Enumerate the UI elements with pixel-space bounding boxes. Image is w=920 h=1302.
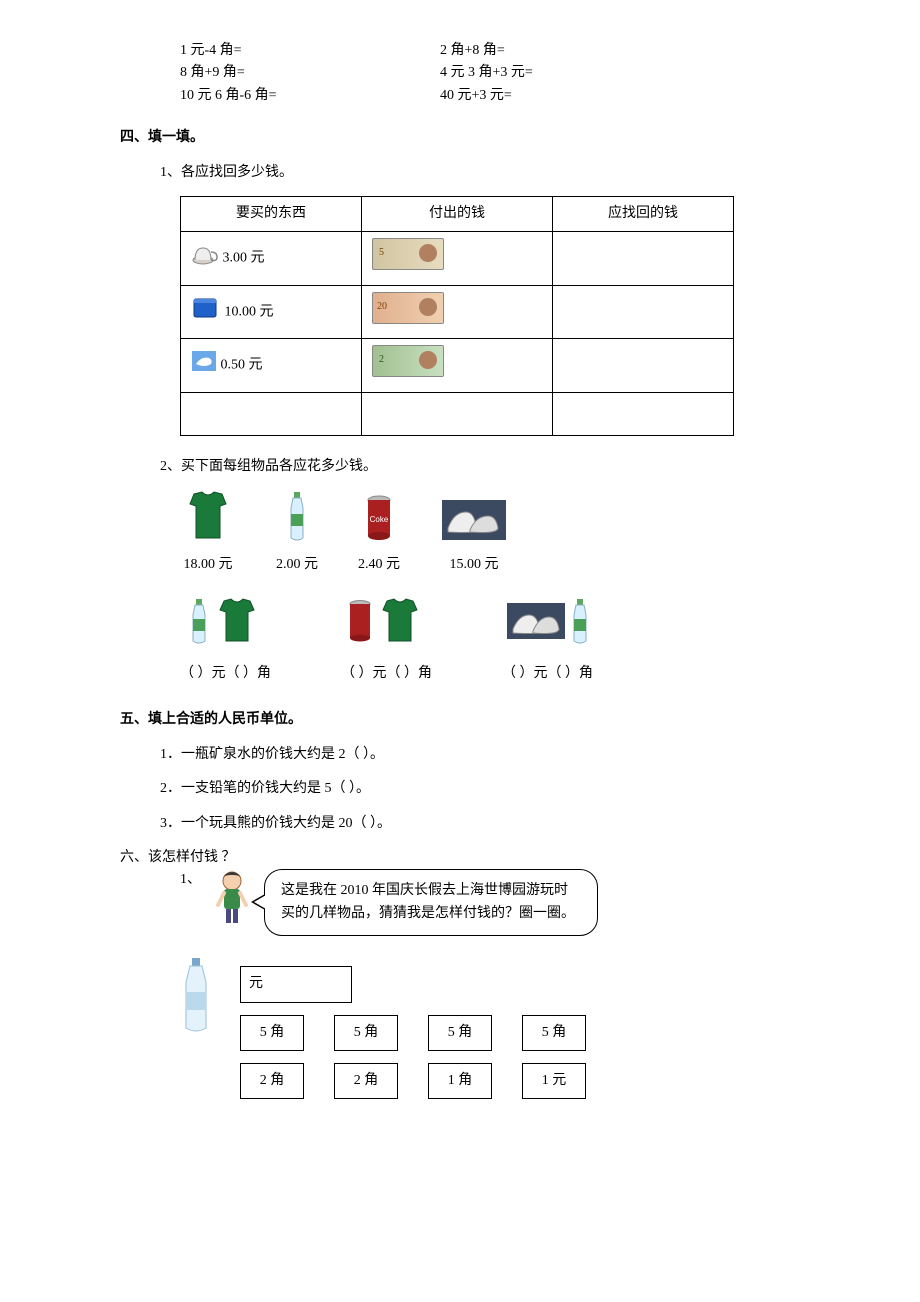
money-row: 元 [240,966,800,1002]
money-box: 5 角 [428,1015,492,1051]
q4-2-prompt: 2、买下面每组物品各应花多少钱。 [160,456,800,478]
combo-item: （ ）元（ ）角 [502,597,593,686]
money-row: 5 角 5 角 5 角 5 角 [240,1015,800,1051]
bottle-icon [286,490,308,550]
money-grid: 元 5 角 5 角 5 角 5 角 2 角 2 角 1 角 1 元 [240,966,800,1099]
arith-cell: 4 元 3 角+3 元= [440,62,700,84]
banknote-5-icon [372,238,444,270]
change-table: 要买的东西 付出的钱 应找回的钱 3.00 元 10.00 元 0.50 元 [180,196,734,436]
product-item: 2.00 元 [276,490,318,577]
combo-row: （ ）元（ ）角 （ ）元（ ）角 （ ）元（ ）角 [180,597,800,686]
vest-icon [375,597,425,653]
section6-title: 六、该怎样付钱 ？ [120,847,800,869]
money-box: 2 角 [240,1063,304,1099]
banknote-2-icon [372,345,444,377]
table-header: 付出的钱 [362,196,553,231]
product-item: Coke 2.40 元 [358,494,400,577]
product-item: 18.00 元 [180,490,236,577]
blank-answer: （ ）元（ ）角 [502,663,593,685]
bottle-icon [570,597,590,653]
price-label: 2.00 元 [276,554,318,576]
arith-cell: 8 角+9 角= [180,62,440,84]
shoes-icon [505,601,567,649]
combo-item: （ ）元（ ）角 [180,597,271,686]
speech-bubble: 这是我在 2010 年国庆长假去上海世博园游玩时买的几样物品，猜猜我是怎样付钱的… [264,869,598,936]
money-box: 元 [240,966,352,1002]
arith-cell: 10 元 6 角-6 角= [180,85,440,107]
money-box: 1 角 [428,1063,492,1099]
q4-1-prompt: 1、各应找回多少钱。 [160,162,800,184]
combo-item: （ ）元（ ）角 [341,597,432,686]
section5-title: 五、填上合适的人民币单位。 [120,709,800,731]
money-box: 2 角 [334,1063,398,1099]
table-header: 要买的东西 [181,196,362,231]
money-box: 1 元 [522,1063,586,1099]
table-row: 10.00 元 [181,285,734,338]
table-row [181,392,734,435]
table-row: 0.50 元 [181,339,734,392]
s5-item: 3．一个玩具熊的价钱大约是 20（ ）。 [160,813,800,835]
money-box: 5 角 [334,1015,398,1051]
arith-cell: 1 元-4 角= [180,40,440,62]
money-box: 5 角 [522,1015,586,1051]
s5-item: 2．一支铅笔的价钱大约是 5（ ）。 [160,778,800,800]
price-label: 15.00 元 [440,554,508,576]
cup-icon [191,242,219,274]
can-icon [348,599,372,651]
speech-wrap: 1、 这是我在 2010 年国庆长假去上海世博园游玩时买的几样物品，猜猜我是怎样… [180,869,800,936]
dove-icon [191,350,217,380]
product-item: 15.00 元 [440,498,508,577]
vest-icon [180,490,236,550]
money-row: 2 角 2 角 1 角 1 元 [240,1063,800,1099]
arith-cell: 40 元+3 元= [440,85,700,107]
money-box: 5 角 [240,1015,304,1051]
table-header: 应找回的钱 [553,196,734,231]
boy-icon [210,869,254,933]
bottle-icon [189,597,209,653]
arith-cell: 2 角+8 角= [440,40,700,62]
vest-icon [212,597,262,653]
item-price: 3.00 元 [223,251,265,266]
bottle-icon [180,956,212,1042]
blank-answer: （ ）元（ ）角 [180,663,271,685]
price-label: 2.40 元 [358,554,400,576]
s5-item: 1．一瓶矿泉水的价钱大约是 2（ ）。 [160,744,800,766]
arithmetic-block: 1 元-4 角= 2 角+8 角= 8 角+9 角= 4 元 3 角+3 元= … [180,40,800,107]
item-price: 10.00 元 [225,304,274,319]
price-label: 18.00 元 [180,554,236,576]
q6-index: 1、 [180,869,200,891]
item-price: 0.50 元 [221,358,263,373]
section4-title: 四、填一填。 [120,127,800,149]
blank-answer: （ ）元（ ）角 [341,663,432,685]
table-row: 3.00 元 [181,232,734,285]
arith-row: 8 角+9 角= 4 元 3 角+3 元= [180,62,800,84]
can-icon: Coke [365,494,393,550]
shoes-icon [440,498,508,550]
notebook-icon [191,296,221,328]
arith-row: 10 元 6 角-6 角= 40 元+3 元= [180,85,800,107]
banknote-20-icon [372,292,444,324]
product-row: 18.00 元 2.00 元 Coke 2.40 元 15.00 元 [180,490,800,577]
svg-text:Coke: Coke [370,515,389,524]
arith-row: 1 元-4 角= 2 角+8 角= [180,40,800,62]
